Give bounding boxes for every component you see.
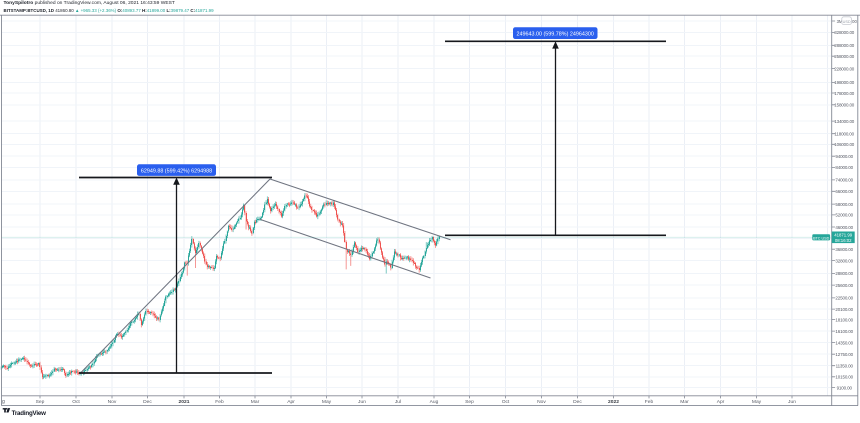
svg-text:Dec: Dec bbox=[573, 399, 582, 405]
svg-text:22500.00: 22500.00 bbox=[835, 296, 853, 301]
svg-text:3M: 3M bbox=[837, 19, 843, 24]
svg-text:Oct: Oct bbox=[502, 399, 510, 405]
svg-text:10150.00: 10150.00 bbox=[835, 375, 853, 380]
svg-text:9100.00: 9100.00 bbox=[837, 385, 853, 390]
svg-text:11350.00: 11350.00 bbox=[836, 364, 854, 369]
svg-text:00: 00 bbox=[852, 19, 857, 24]
svg-text:134000.00: 134000.00 bbox=[834, 119, 855, 124]
svg-text:58000.00: 58000.00 bbox=[835, 202, 853, 207]
svg-text:46000.00: 46000.00 bbox=[835, 225, 853, 230]
svg-text:52000.00: 52000.00 bbox=[835, 213, 853, 218]
svg-text:Dec: Dec bbox=[143, 399, 152, 405]
svg-text:Nov: Nov bbox=[537, 399, 546, 405]
svg-text:84000.00: 84000.00 bbox=[835, 165, 853, 170]
svg-text:118000.00: 118000.00 bbox=[834, 132, 854, 137]
svg-text:106000.00: 106000.00 bbox=[834, 142, 855, 147]
svg-text:158000.00: 158000.00 bbox=[834, 103, 855, 108]
svg-text:Aug: Aug bbox=[430, 399, 439, 405]
svg-text:08:16:02: 08:16:02 bbox=[835, 238, 852, 243]
svg-text:Mar: Mar bbox=[251, 399, 260, 405]
svg-text:12750.00: 12750.00 bbox=[835, 352, 853, 357]
svg-text:2021: 2021 bbox=[179, 399, 190, 405]
svg-text:258000.00: 258000.00 bbox=[834, 54, 855, 59]
svg-text:Jun: Jun bbox=[358, 399, 366, 405]
svg-text:May: May bbox=[322, 399, 332, 405]
svg-text:Nov: Nov bbox=[108, 399, 117, 405]
svg-text:328000.00: 328000.00 bbox=[834, 30, 855, 35]
svg-text:Feb: Feb bbox=[645, 399, 654, 405]
svg-text:25600.00: 25600.00 bbox=[835, 283, 853, 288]
svg-text:32800.00: 32800.00 bbox=[835, 258, 853, 263]
svg-text:288000.00: 288000.00 bbox=[834, 43, 855, 48]
svg-text:BTC USD: BTC USD bbox=[813, 236, 830, 240]
svg-text:May: May bbox=[752, 399, 762, 405]
svg-text:36800.00: 36800.00 bbox=[835, 247, 853, 252]
svg-text:Apr: Apr bbox=[717, 399, 725, 405]
svg-text:USD: USD bbox=[843, 20, 851, 24]
svg-text:Jul: Jul bbox=[395, 399, 401, 405]
svg-text:Apr: Apr bbox=[287, 399, 295, 405]
svg-text:20100.00: 20100.00 bbox=[835, 307, 853, 312]
svg-text:74000.00: 74000.00 bbox=[835, 178, 853, 183]
svg-text:Oct: Oct bbox=[72, 399, 80, 405]
svg-text:14350.00: 14350.00 bbox=[835, 340, 853, 345]
svg-text:62949.88 (599.42%) 6294988: 62949.88 (599.42%) 6294988 bbox=[141, 168, 212, 174]
svg-text:41871.99: 41871.99 bbox=[834, 233, 853, 238]
svg-text:178000.00: 178000.00 bbox=[834, 91, 855, 96]
svg-text:198000.00: 198000.00 bbox=[834, 80, 855, 85]
svg-text:2022: 2022 bbox=[608, 399, 619, 405]
svg-text:28800.00: 28800.00 bbox=[835, 271, 853, 276]
svg-text:18100.00: 18100.00 bbox=[835, 317, 853, 322]
svg-text:228000.00: 228000.00 bbox=[834, 66, 855, 71]
svg-text:94000.00: 94000.00 bbox=[835, 154, 853, 159]
svg-text:TradingView: TradingView bbox=[12, 410, 47, 417]
svg-text:Feb: Feb bbox=[215, 399, 224, 405]
svg-text:Sep: Sep bbox=[465, 399, 474, 405]
svg-text:66000.00: 66000.00 bbox=[835, 189, 853, 194]
svg-text:Jun: Jun bbox=[788, 399, 796, 405]
svg-text:16100.00: 16100.00 bbox=[835, 329, 853, 334]
svg-text:g: g bbox=[2, 399, 5, 405]
svg-text:249643.00 (599.78%) 24964300: 249643.00 (599.78%) 24964300 bbox=[517, 31, 594, 37]
svg-text:Mar: Mar bbox=[680, 399, 689, 405]
svg-text:Sep: Sep bbox=[36, 399, 45, 405]
